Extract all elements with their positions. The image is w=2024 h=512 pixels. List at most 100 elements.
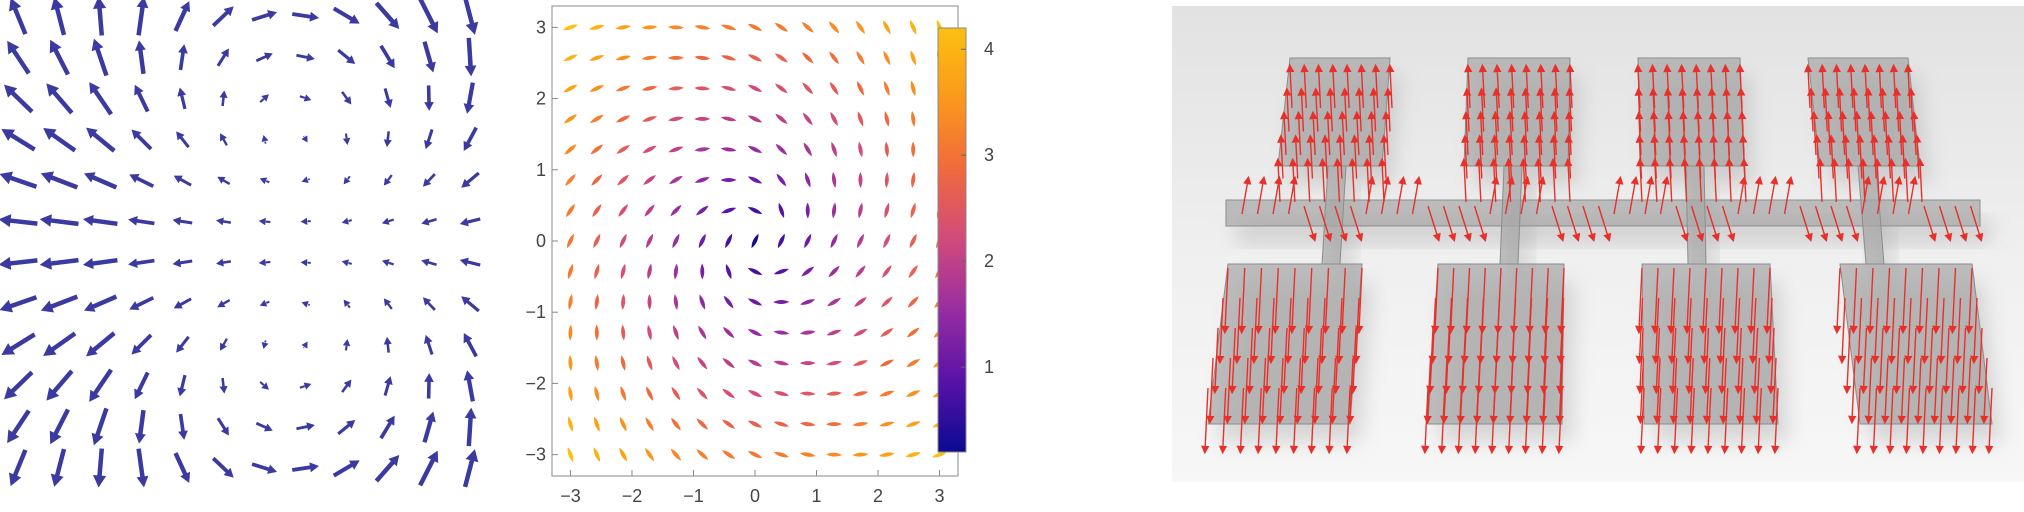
vector-arrow [82, 214, 118, 227]
swirl-glyph [880, 296, 893, 308]
red-arrow [1902, 387, 1911, 455]
swirl-glyph [615, 25, 632, 30]
swirl-glyph [881, 265, 892, 278]
red-arrow [1446, 267, 1456, 335]
red-arrow [1667, 267, 1676, 335]
swirl-glyph [773, 330, 790, 335]
red-arrow [1963, 357, 1972, 425]
swirl-glyph [852, 421, 869, 427]
vector-arrow [131, 333, 153, 355]
vector-arrow [301, 300, 311, 308]
red-arrow [1473, 205, 1488, 243]
vector-arrow [1, 332, 36, 355]
red-arrow [1752, 357, 1761, 425]
red-arrow [1254, 387, 1263, 455]
colorbar-tick-label: 3 [984, 145, 994, 165]
swirl-glyph [906, 359, 921, 368]
vector-arrow [383, 131, 392, 148]
swirl-glyph [667, 55, 684, 60]
swirl-glyph [721, 207, 737, 214]
red-arrow [1431, 267, 1440, 335]
x-axis: −3 −2 −1 0 1 2 3 [560, 470, 945, 506]
vector-arrow [423, 334, 434, 356]
red-arrow [1720, 387, 1730, 455]
vector-arrow [259, 381, 269, 390]
red-arrow [1333, 157, 1342, 203]
swirl-glyph [801, 22, 814, 33]
swirl-glyph [852, 452, 869, 457]
swirl-plot-svg: −3 −2 −1 0 1 2 3 −3 −2 −1 0 1 2 3 1 2 3 4 [525, 5, 994, 506]
red-arrow [1853, 387, 1862, 455]
vector-arrow [92, 0, 107, 36]
vector-arrow [84, 172, 118, 190]
vector-arrow [217, 176, 231, 185]
swirl-glyph [590, 144, 604, 155]
vector-arrow [383, 174, 393, 186]
swirl-glyph [909, 20, 917, 35]
red-arrow [1932, 267, 1941, 335]
swirl-glyph [672, 355, 680, 371]
red-arrow [1556, 327, 1565, 395]
red-arrow [1557, 267, 1566, 335]
swirl-glyph [725, 233, 733, 249]
vector-arrow [92, 448, 107, 488]
red-arrow [1474, 157, 1484, 203]
vector-arrow [128, 258, 155, 269]
red-arrow [1303, 157, 1313, 203]
red-arrow [1670, 387, 1679, 455]
swirl-glyph [803, 142, 812, 157]
swirl-glyph [647, 294, 652, 311]
vector-arrow [463, 126, 478, 151]
red-arrow [1845, 205, 1860, 243]
swirl-glyph [855, 265, 866, 278]
vector-arrow [342, 133, 351, 146]
swirl-glyph [884, 141, 889, 158]
red-arrow [1328, 357, 1337, 425]
red-arrow [1969, 205, 1984, 243]
swirl-glyph [720, 55, 737, 61]
red-arrow [1597, 205, 1612, 243]
red-arrow [1304, 267, 1314, 335]
vector-arrow [342, 338, 351, 351]
swirl-glyph [723, 295, 734, 309]
swirl-glyph [773, 451, 789, 458]
red-arrow [1334, 205, 1348, 243]
swirl-glyph [880, 328, 894, 337]
red-arrow [1667, 297, 1677, 365]
swirl-glyph [565, 173, 576, 186]
red-arrow [1427, 205, 1441, 243]
swirl-glyph [568, 385, 573, 402]
swirl-glyph [568, 294, 573, 310]
vector-arrow [134, 40, 146, 75]
red-arrow [1355, 267, 1364, 335]
red-arrow [1954, 205, 1968, 243]
swirl-glyph [568, 355, 573, 372]
swirl-glyph [905, 452, 921, 458]
vector-arrow [0, 214, 38, 228]
swirl-glyph [673, 263, 679, 280]
swirl-glyph [725, 263, 732, 280]
vector-arrow [459, 217, 481, 227]
swirl-glyph [644, 204, 655, 217]
red-arrow [1349, 327, 1358, 395]
vector-arrow [291, 11, 320, 22]
red-arrow [1735, 357, 1745, 425]
swirl-glyph [694, 116, 711, 121]
swirl-glyph [826, 329, 842, 336]
red-arrow [1442, 327, 1451, 395]
swirl-plot: −3 −2 −1 0 1 2 3 −3 −2 −1 0 1 2 3 1 2 3 4 [520, 0, 1040, 512]
red-arrow [1886, 387, 1895, 455]
swirl-glyph [905, 421, 921, 427]
vector-arrow [173, 1, 191, 32]
red-arrow [1887, 297, 1896, 365]
red-arrow [1799, 205, 1813, 243]
swirl-field [562, 19, 948, 463]
red-arrow [1637, 387, 1646, 455]
red-arrow [1276, 357, 1285, 425]
red-arrow [1958, 327, 1967, 395]
red-arrow [1731, 267, 1740, 335]
plate [1839, 263, 1993, 425]
swirl-glyph [722, 357, 735, 369]
swirl-glyph [568, 324, 573, 341]
vector-arrow [50, 0, 67, 36]
